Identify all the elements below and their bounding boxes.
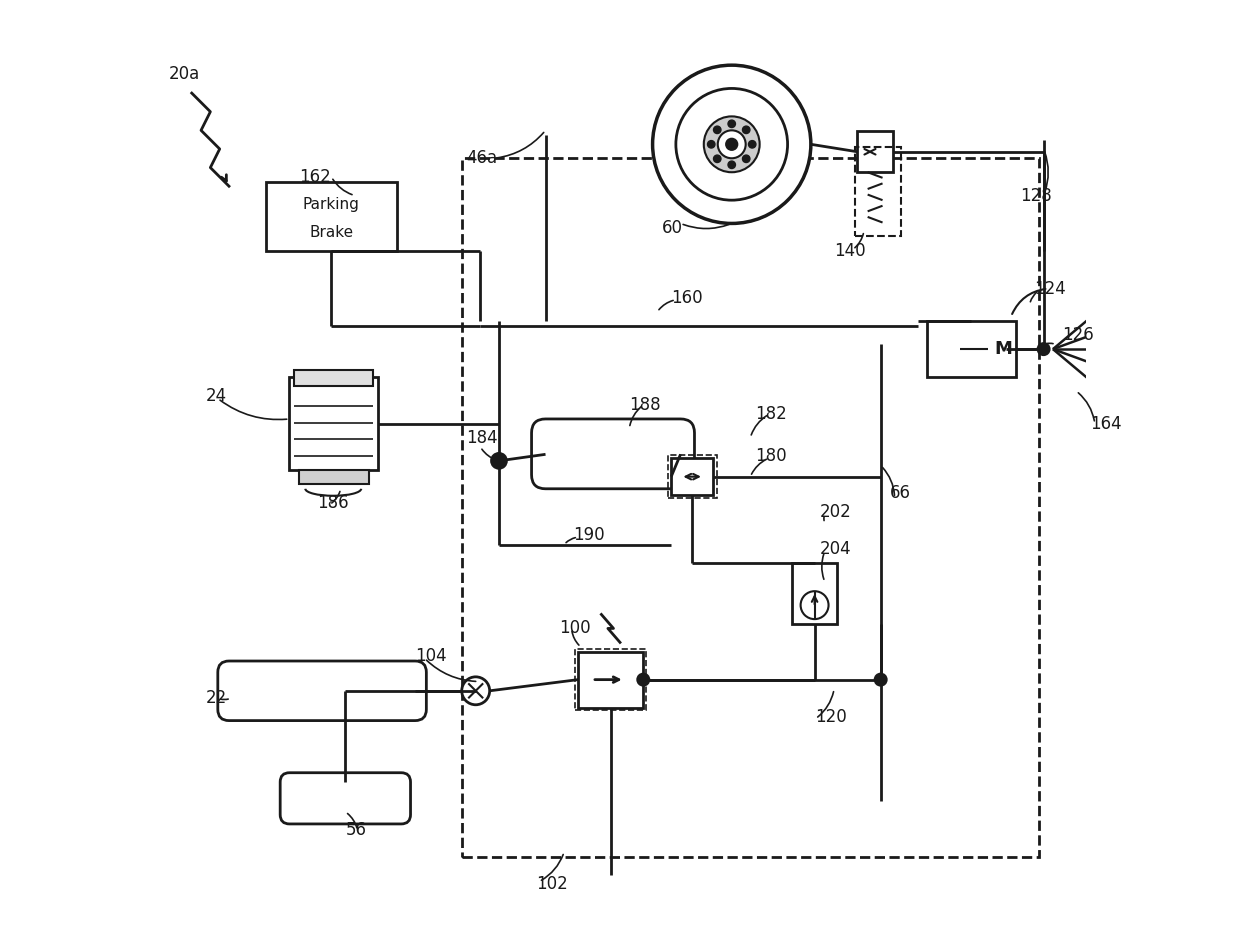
Bar <box>671 458 713 495</box>
Text: 180: 180 <box>755 447 786 466</box>
FancyBboxPatch shape <box>218 661 427 721</box>
FancyBboxPatch shape <box>532 419 694 489</box>
Wedge shape <box>652 65 811 223</box>
Text: 124: 124 <box>1034 279 1066 298</box>
Text: 66: 66 <box>890 484 911 503</box>
Bar <box>928 321 1016 377</box>
Bar <box>267 182 397 251</box>
Circle shape <box>728 120 735 128</box>
Bar <box>792 563 837 624</box>
Circle shape <box>713 126 720 133</box>
Text: 102: 102 <box>536 875 568 894</box>
Text: 22: 22 <box>206 689 227 708</box>
FancyBboxPatch shape <box>280 773 410 824</box>
Text: Parking: Parking <box>303 197 360 212</box>
Circle shape <box>1038 344 1049 355</box>
Circle shape <box>743 126 750 133</box>
Circle shape <box>728 161 735 169</box>
Text: 184: 184 <box>466 428 498 447</box>
Circle shape <box>801 591 828 619</box>
Text: 126: 126 <box>1063 326 1094 344</box>
Bar <box>299 470 368 484</box>
Text: 186: 186 <box>317 493 348 512</box>
Bar <box>294 370 373 386</box>
Bar <box>578 652 644 708</box>
Text: M: M <box>994 340 1013 358</box>
Text: 20a: 20a <box>169 65 200 84</box>
Bar <box>575 649 646 710</box>
Text: 100: 100 <box>559 619 591 638</box>
Circle shape <box>875 674 887 685</box>
Text: 120: 120 <box>816 708 847 726</box>
Circle shape <box>704 116 760 172</box>
Text: 164: 164 <box>1090 414 1122 433</box>
Text: 160: 160 <box>671 289 703 307</box>
Text: 24: 24 <box>206 386 227 405</box>
Circle shape <box>743 155 750 163</box>
Circle shape <box>676 88 787 200</box>
Text: 190: 190 <box>573 526 605 545</box>
Bar <box>857 131 893 172</box>
Circle shape <box>652 65 811 223</box>
Text: 202: 202 <box>820 503 852 521</box>
Circle shape <box>708 141 715 148</box>
Circle shape <box>749 141 756 148</box>
Text: 188: 188 <box>630 396 661 414</box>
Text: 128: 128 <box>1021 186 1052 205</box>
Text: Brake: Brake <box>309 225 353 240</box>
Circle shape <box>727 139 738 150</box>
Bar <box>289 377 378 470</box>
Bar <box>461 158 1039 857</box>
Text: 162: 162 <box>299 168 331 186</box>
Circle shape <box>491 453 506 468</box>
Text: 204: 204 <box>820 540 852 559</box>
Text: 56: 56 <box>346 821 366 840</box>
Text: 140: 140 <box>835 242 866 261</box>
Circle shape <box>637 674 649 685</box>
Circle shape <box>718 130 745 158</box>
Text: 60: 60 <box>662 219 683 237</box>
Text: 182: 182 <box>755 405 786 424</box>
Bar <box>854 147 901 236</box>
Circle shape <box>713 155 720 163</box>
Circle shape <box>461 677 490 705</box>
Text: 46a: 46a <box>466 149 497 168</box>
Text: 104: 104 <box>415 647 446 666</box>
Bar <box>668 455 717 498</box>
